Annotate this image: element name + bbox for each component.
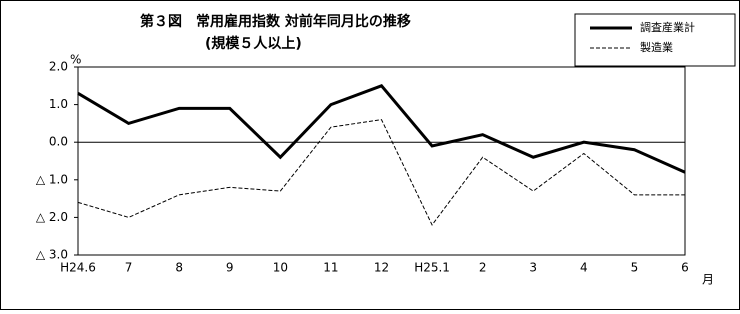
y-tick-label: 0.0: [49, 135, 68, 149]
x-tick-label: H24.6: [60, 261, 96, 275]
x-tick-label: 12: [374, 261, 389, 275]
legend-label: 調査産業計: [640, 20, 695, 34]
x-tick-label: 9: [226, 261, 234, 275]
plot-area: [77, 66, 686, 256]
x-tick-label: 6: [681, 261, 689, 275]
series-line: [77, 119, 685, 226]
y-tick-label: 2.0: [49, 60, 68, 74]
x-tick-label: 3: [529, 261, 537, 275]
x-tick-label: 7: [125, 261, 133, 275]
x-tick-label: 8: [175, 261, 183, 275]
x-tick-label: 2: [479, 261, 487, 275]
y-tick-label: △ 3.0: [36, 248, 68, 262]
chart-title: 第３図 常用雇用指数 対前年同月比の推移: [140, 13, 411, 30]
x-unit: 月: [702, 273, 714, 287]
y-tick-label: 1.0: [49, 97, 68, 111]
x-tick-label: H25.1: [414, 261, 450, 275]
legend-label: 製造業: [640, 40, 673, 54]
y-tick-label: △ 2.0: [36, 210, 68, 224]
legend-box: [574, 13, 736, 67]
x-tick-label: 4: [580, 261, 588, 275]
x-tick-label: 5: [631, 261, 639, 275]
chart-subtitle: (規模５人以上): [205, 35, 302, 52]
series-line: [77, 84, 686, 174]
y-tick-label: △ 1.0: [36, 172, 68, 186]
y-unit: %: [70, 53, 81, 67]
x-tick-label: 11: [323, 261, 338, 275]
x-tick-label: 10: [273, 261, 288, 275]
